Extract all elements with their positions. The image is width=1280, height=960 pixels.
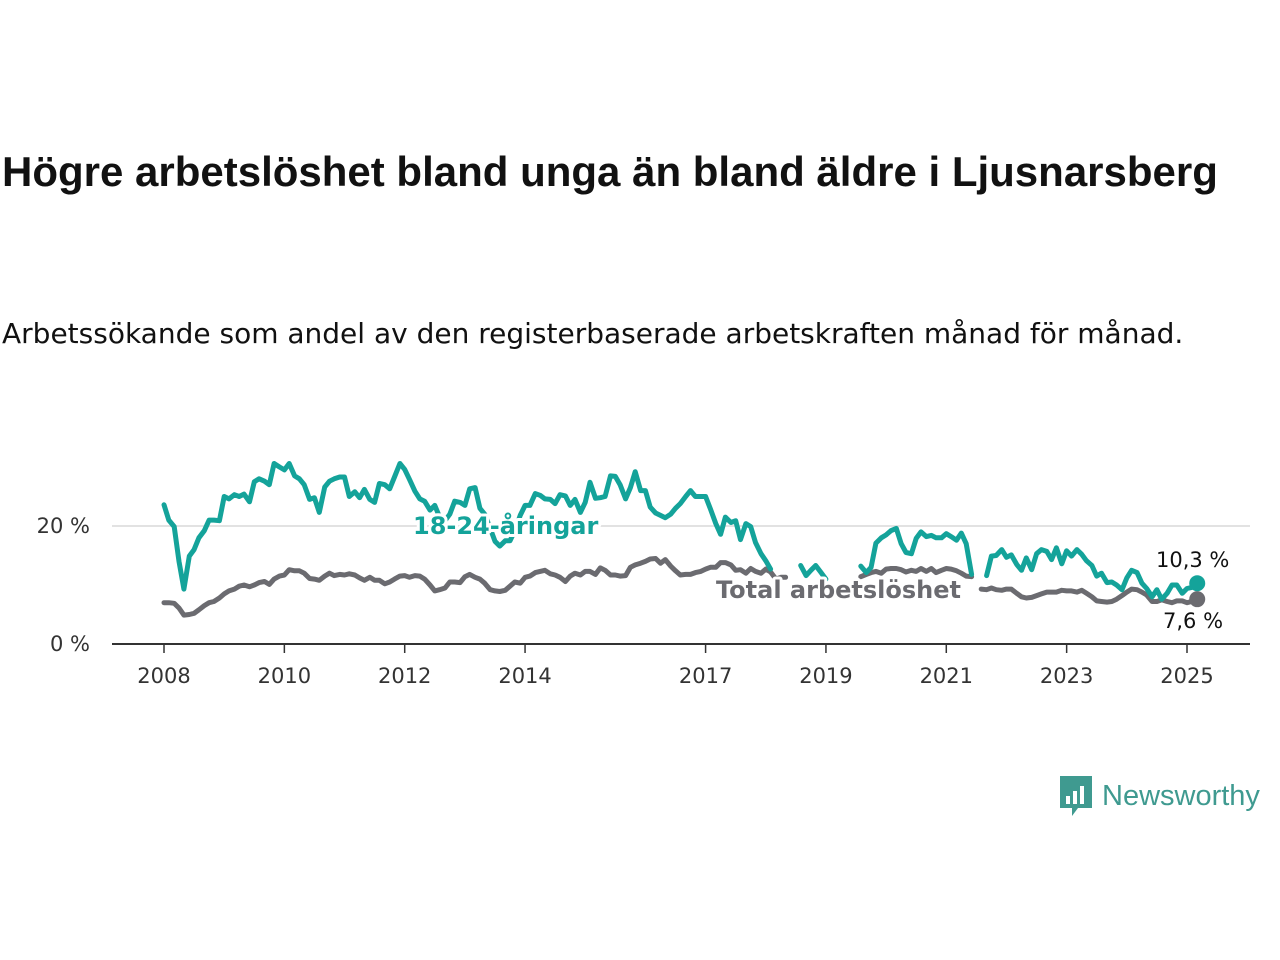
x-tick-label: 2014: [498, 664, 551, 688]
series-line-total: [858, 566, 975, 580]
series-line-18-24: [858, 525, 975, 577]
end-value-18-24: 10,3 %: [1156, 548, 1229, 572]
x-tick-label: 2021: [920, 664, 973, 688]
newsworthy-brand: Newsworthy: [1058, 774, 1260, 818]
series-lines: [161, 461, 1206, 618]
x-tick-label: 2019: [799, 664, 852, 688]
x-tick-label: 2008: [137, 664, 190, 688]
series-label-total: Total arbetslöshet: [716, 576, 961, 604]
x-tick-label: 2017: [679, 664, 732, 688]
series-line-18-24: [984, 545, 1200, 602]
end-point-18-24: [1189, 575, 1206, 592]
chart-title: Högre arbetslöshet bland unga än bland ä…: [2, 148, 1218, 195]
newsworthy-logo-icon: [1060, 776, 1092, 816]
y-tick-label: 0 %: [50, 632, 90, 656]
x-tick-label: 2023: [1040, 664, 1093, 688]
x-tick-label: 2012: [378, 664, 431, 688]
series-line-18-24: [161, 461, 774, 592]
brand-name: Newsworthy: [1102, 779, 1260, 812]
series-line-total: [161, 556, 789, 618]
chart-subtitle: Arbetssökande som andel av den registerb…: [2, 317, 1184, 350]
gridlines: 0 % 20 %: [37, 514, 1250, 656]
series-line-18-24: [798, 563, 829, 582]
series-label-18-24: 18-24-åringar: [413, 511, 598, 540]
y-tick-label: 20 %: [37, 514, 90, 538]
x-tick-label: 2025: [1160, 664, 1213, 688]
end-point-total: [1189, 591, 1206, 608]
x-tick-label: 2010: [258, 664, 311, 688]
series-labels: 18-24-åringar Total arbetslöshet 10,3 % …: [410, 508, 1232, 636]
end-value-total: 7,6 %: [1163, 609, 1223, 633]
x-axis: 2008 2010 2012 2014 2017 2019 2021 2023 2025: [112, 643, 1250, 688]
